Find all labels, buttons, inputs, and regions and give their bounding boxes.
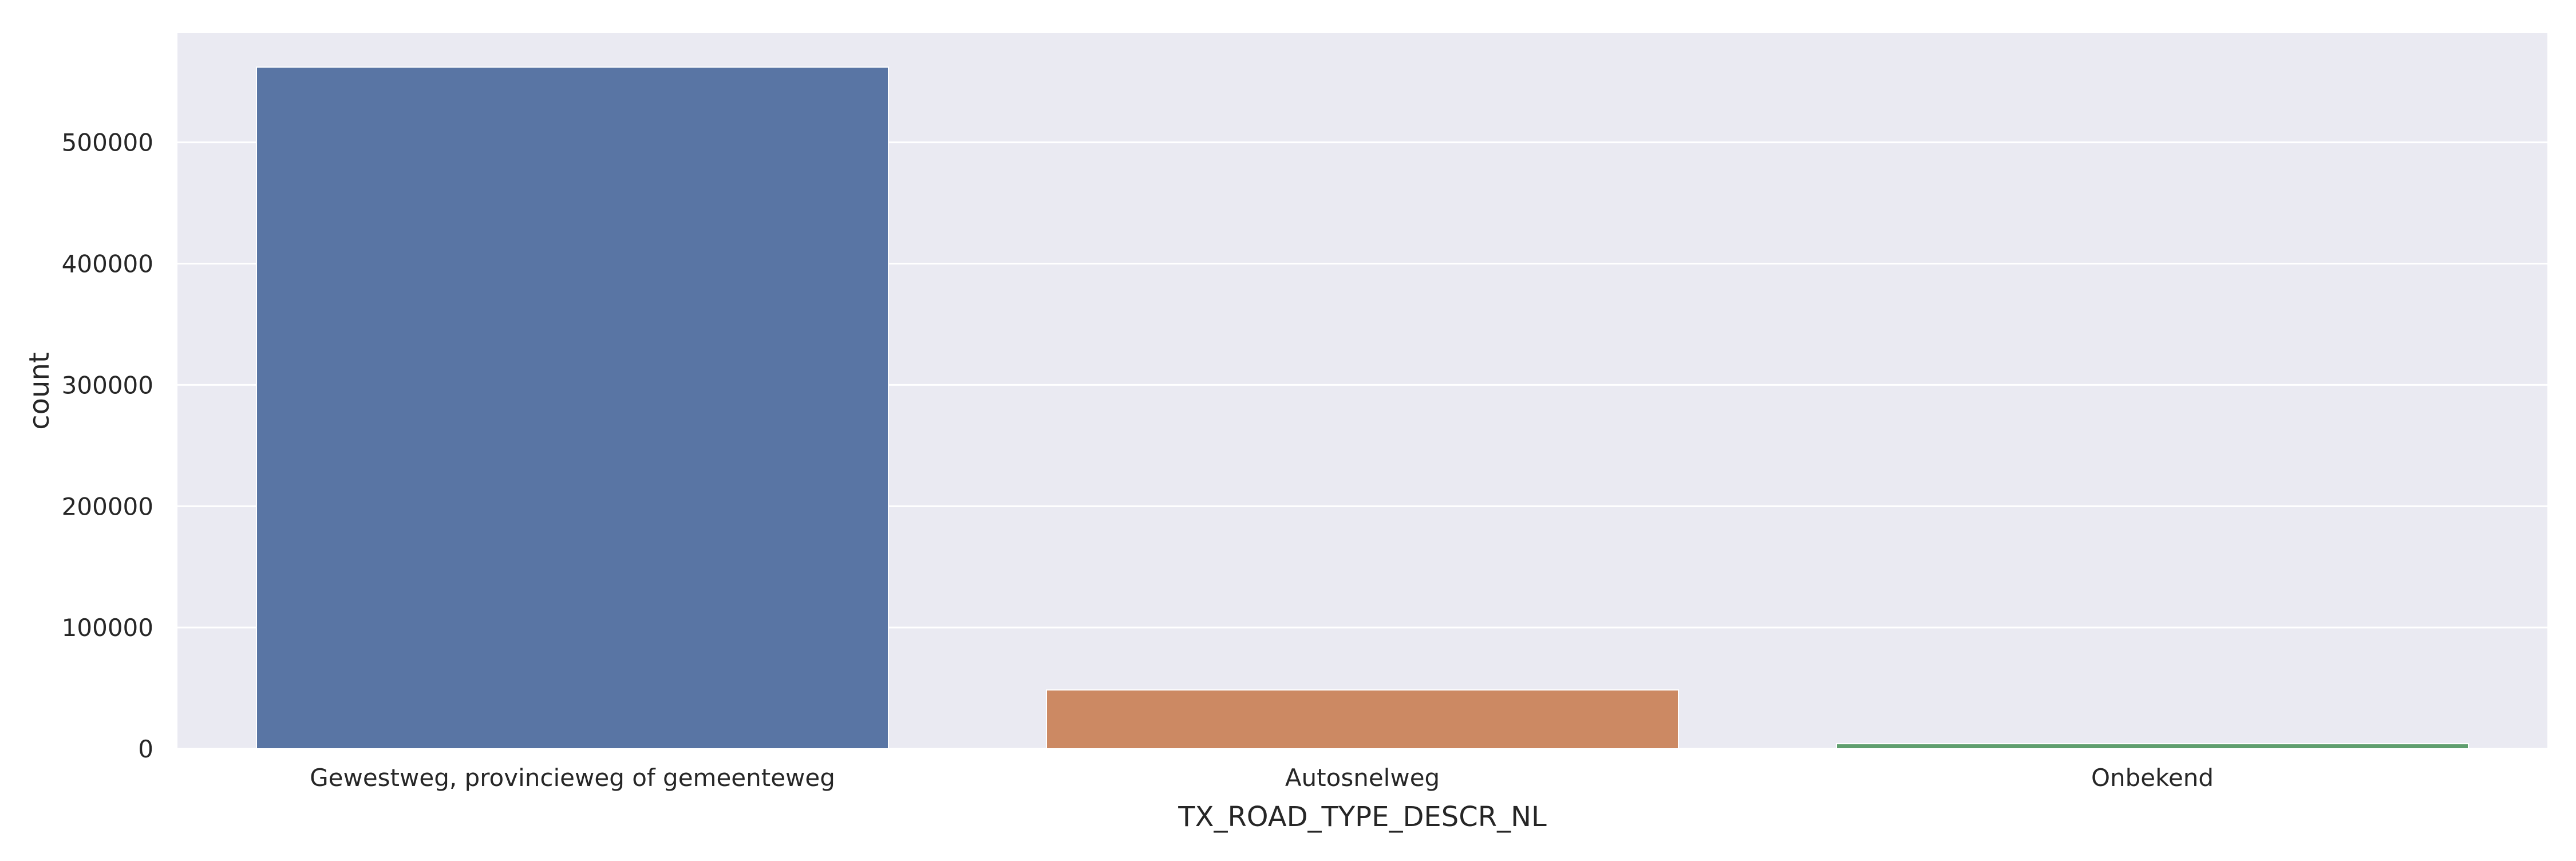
- bar-2: [1046, 689, 1679, 749]
- y-tick-labels: 0 100000 200000 300000 400000 500000: [62, 129, 153, 763]
- y-tick-label: 300000: [62, 371, 153, 399]
- bars: [256, 66, 2469, 750]
- y-tick-label: 500000: [62, 129, 153, 157]
- x-tick-label: Autosnelweg: [1285, 764, 1440, 792]
- y-tick-label: 400000: [62, 250, 153, 278]
- bar-3: [1836, 743, 2469, 749]
- bar-1: [256, 66, 889, 750]
- y-tick-label: 100000: [62, 614, 153, 642]
- x-axis-label: TX_ROAD_TYPE_DESCR_NL: [1178, 801, 1547, 833]
- x-tick-labels: Gewestweg, provincieweg of gemeenteweg Au…: [310, 764, 2214, 792]
- y-tick-label: 200000: [62, 492, 153, 520]
- y-axis-label: count: [23, 352, 56, 429]
- y-tick-label: 0: [138, 735, 153, 763]
- x-tick-label: Onbekend: [2091, 764, 2214, 792]
- x-tick-label: Gewestweg, provincieweg of gemeenteweg: [310, 764, 835, 792]
